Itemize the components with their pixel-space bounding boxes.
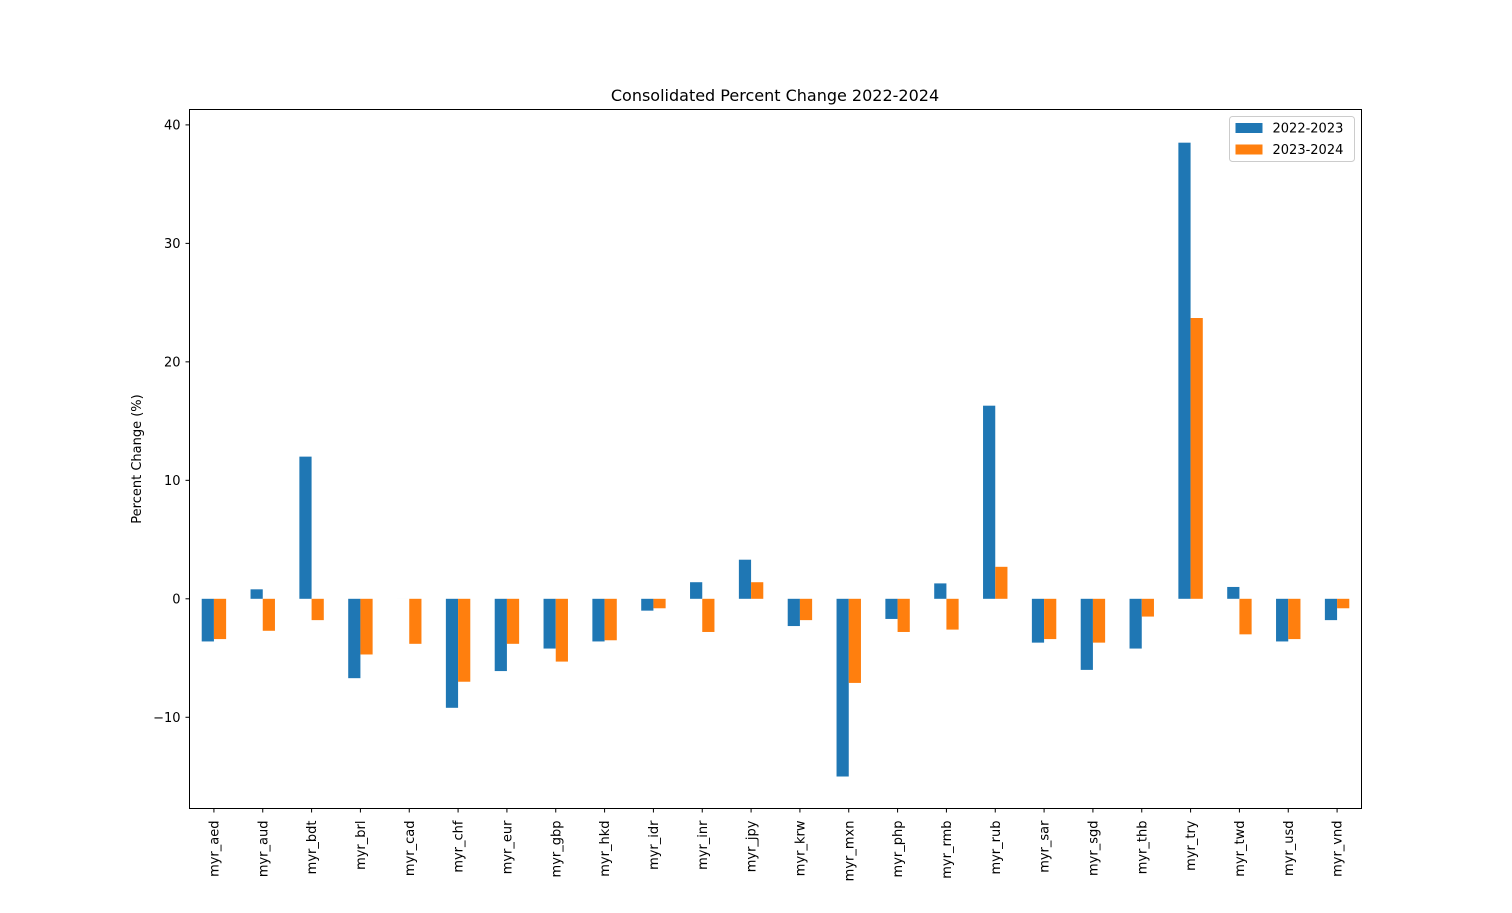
x-tick-label: myr_usd <box>1282 821 1297 876</box>
bar-myr_twd-2023-2024 <box>1239 599 1251 635</box>
bar-myr_jpy-2022-2023 <box>739 560 751 599</box>
y-axis-label: Percent Change (%) <box>130 394 145 523</box>
bar-myr_mxn-2022-2023 <box>837 599 849 777</box>
x-tick-label: myr_rub <box>989 821 1004 875</box>
x-tick-label: myr_mxn <box>842 821 857 882</box>
bar-myr_hkd-2022-2023 <box>592 599 604 642</box>
y-axis-ticks: −10 0 10 20 30 40 <box>153 118 189 725</box>
bar-myr_php-2022-2023 <box>885 599 897 619</box>
bar-myr_inr-2022-2023 <box>690 582 702 599</box>
x-tick-label: myr_jpy <box>745 820 760 872</box>
x-tick-label: myr_aud <box>256 821 271 878</box>
x-tick-label: myr_thb <box>1135 821 1150 875</box>
bar-myr_aed-2023-2024 <box>214 599 226 639</box>
y-tick-label: 30 <box>164 237 181 252</box>
bar-myr_aud-2023-2024 <box>263 599 275 631</box>
bar-myr_rmb-2022-2023 <box>934 583 946 598</box>
bar-myr_chf-2022-2023 <box>446 599 458 708</box>
x-tick-label: myr_sar <box>1038 820 1053 873</box>
legend-label: 2022-2023 <box>1273 122 1344 137</box>
bar-myr_rub-2022-2023 <box>983 406 995 599</box>
bar-myr_brl-2022-2023 <box>348 599 360 678</box>
x-tick-label: myr_idr <box>647 820 662 870</box>
bar-myr_eur-2022-2023 <box>495 599 507 671</box>
x-tick-label: myr_aed <box>207 821 222 877</box>
x-tick-label: myr_twd <box>1233 821 1248 877</box>
x-tick-label: myr_vnd <box>1331 821 1346 877</box>
bar-myr_thb-2023-2024 <box>1142 599 1154 617</box>
y-tick-label: 0 <box>172 592 180 607</box>
x-tick-label: myr_rmb <box>940 821 955 879</box>
bar-myr_php-2023-2024 <box>898 599 910 632</box>
bar-myr_hkd-2023-2024 <box>605 599 617 640</box>
bar-myr_idr-2022-2023 <box>641 599 653 611</box>
x-tick-label: myr_gbp <box>549 821 564 878</box>
bar-myr_brl-2023-2024 <box>360 599 372 655</box>
bar-myr_mxn-2023-2024 <box>849 599 861 683</box>
bar-myr_sgd-2022-2023 <box>1081 599 1093 670</box>
bar-myr_rub-2023-2024 <box>995 567 1007 599</box>
x-tick-label: myr_eur <box>500 820 515 874</box>
bar-myr_usd-2022-2023 <box>1276 599 1288 642</box>
bars-layer <box>202 143 1350 777</box>
bar-myr_bdt-2022-2023 <box>299 457 311 599</box>
bar-myr_vnd-2023-2024 <box>1337 599 1349 608</box>
x-tick-label: myr_sgd <box>1086 821 1101 876</box>
bar-myr_inr-2023-2024 <box>702 599 714 632</box>
bar-myr_krw-2022-2023 <box>788 599 800 626</box>
legend: 2022-2023 2023-2024 <box>1230 117 1355 162</box>
x-tick-label: myr_cad <box>403 821 418 877</box>
x-tick-label: myr_bdt <box>305 821 320 875</box>
x-tick-label: myr_php <box>891 821 906 878</box>
y-tick-label: 40 <box>164 118 181 133</box>
y-tick-label: 10 <box>164 474 181 489</box>
legend-label: 2023-2024 <box>1273 143 1344 158</box>
x-axis-ticks: myr_aed myr_aud myr_bdt myr_brl myr_cad myr_c… <box>207 809 1345 882</box>
bar-myr_sgd-2023-2024 <box>1093 599 1105 643</box>
bar-myr_jpy-2023-2024 <box>751 582 763 599</box>
bar-myr_rmb-2023-2024 <box>946 599 958 630</box>
bar-myr_thb-2022-2023 <box>1130 599 1142 649</box>
bar-myr_bdt-2023-2024 <box>312 599 324 620</box>
bar-myr_aud-2022-2023 <box>251 589 263 598</box>
x-tick-label: myr_brl <box>354 821 369 870</box>
legend-swatch <box>1236 145 1263 155</box>
bar-myr_twd-2022-2023 <box>1227 587 1239 599</box>
bar-myr_sar-2022-2023 <box>1032 599 1044 643</box>
x-tick-label: myr_try <box>1184 820 1199 871</box>
bar-myr_krw-2023-2024 <box>800 599 812 620</box>
bar-myr_vnd-2022-2023 <box>1325 599 1337 620</box>
x-tick-label: myr_krw <box>793 820 808 876</box>
bar-myr_chf-2023-2024 <box>458 599 470 682</box>
bar-myr_sar-2023-2024 <box>1044 599 1056 639</box>
x-tick-label: myr_chf <box>452 820 467 873</box>
chart-title: Consolidated Percent Change 2022-2024 <box>611 86 939 105</box>
bar-myr_aed-2022-2023 <box>202 599 214 642</box>
x-tick-label: myr_hkd <box>598 821 613 877</box>
bar-myr_try-2023-2024 <box>1191 318 1203 599</box>
x-tick-label: myr_inr <box>696 820 711 870</box>
bar-myr_usd-2023-2024 <box>1288 599 1300 639</box>
bar-myr_eur-2023-2024 <box>507 599 519 644</box>
y-tick-label: 20 <box>164 355 181 370</box>
y-tick-label: −10 <box>153 711 180 726</box>
legend-swatch <box>1236 123 1263 133</box>
bar-myr_idr-2023-2024 <box>653 599 665 608</box>
bar-myr_gbp-2022-2023 <box>544 599 556 649</box>
bar-myr_try-2022-2023 <box>1178 143 1190 599</box>
bar-myr_cad-2023-2024 <box>409 599 421 644</box>
bar-myr_gbp-2023-2024 <box>556 599 568 662</box>
